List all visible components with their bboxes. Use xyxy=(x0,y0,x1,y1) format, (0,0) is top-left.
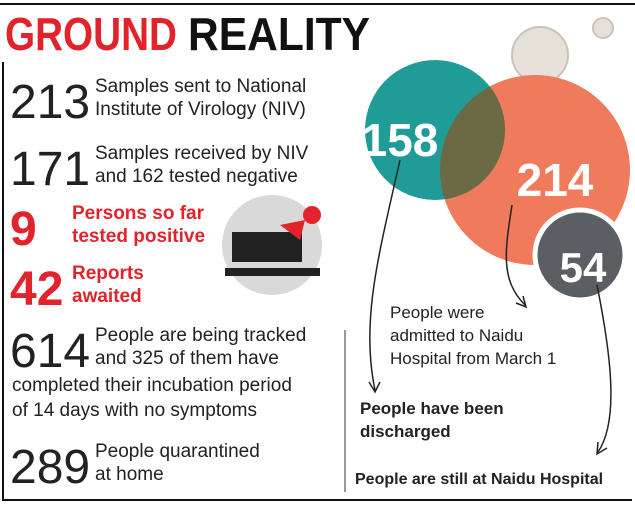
stat-number: 42 xyxy=(10,263,63,316)
arrows xyxy=(368,159,612,456)
stat-number: 9 xyxy=(10,203,37,256)
circle-label: admitted to Naidu xyxy=(390,326,523,345)
stat-text: of 14 days with no symptoms xyxy=(12,400,257,421)
circle-number: 54 xyxy=(560,244,607,291)
stat-text: completed their incubation period xyxy=(12,375,292,396)
virus-icon xyxy=(511,17,614,84)
stat-number: 213 xyxy=(10,76,90,129)
circle-number: 214 xyxy=(517,154,594,206)
stat-text: Reports xyxy=(72,263,144,284)
circle-label: discharged xyxy=(360,422,451,441)
stat-text: awaited xyxy=(72,286,142,307)
title-black: REALITY xyxy=(188,8,370,60)
circle-number: 158 xyxy=(362,114,439,166)
stat-text: Persons so far xyxy=(72,203,205,224)
stat-number: 171 xyxy=(10,143,90,196)
stat-number: 614 xyxy=(10,325,90,378)
stat-text: Samples received by NIV xyxy=(95,143,309,164)
left-frame xyxy=(2,62,632,501)
stat-text: People are being tracked xyxy=(95,325,306,346)
stat-text: Samples sent to National xyxy=(95,76,306,97)
circle-label: People were xyxy=(390,303,485,322)
circle-label: Hospital from March 1 xyxy=(390,349,556,368)
stat-text: Institute of Virology (NIV) xyxy=(95,99,306,120)
stat-text: at home xyxy=(95,464,164,485)
title-red: GROUND xyxy=(5,8,177,60)
stat-text: tested positive xyxy=(72,226,205,247)
circle-label: People are still at Naidu Hospital xyxy=(355,471,603,488)
stat-number: 289 xyxy=(10,441,90,494)
circle-label: People have been xyxy=(360,399,504,418)
stat-text: People quarantined xyxy=(95,441,260,462)
patient-icon xyxy=(222,195,322,295)
circle-54 xyxy=(532,207,628,303)
circle-overlap xyxy=(440,75,505,200)
stat-text: and 162 tested negative xyxy=(95,166,298,187)
stat-text: and 325 of them have xyxy=(95,348,279,369)
